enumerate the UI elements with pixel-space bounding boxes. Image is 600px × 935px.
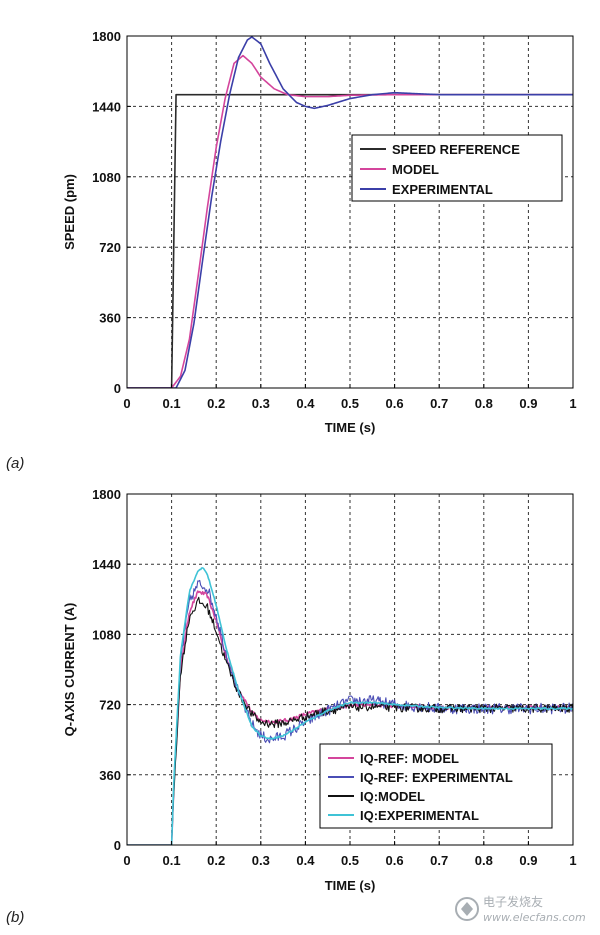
watermark: 电子发烧友 www.elecfans.com: [455, 894, 586, 924]
panel-label: (a): [6, 455, 24, 472]
y-tick-label: 0: [114, 838, 121, 853]
x-tick-label: 0.9: [519, 853, 537, 868]
x-tick-label: 0.2: [207, 853, 225, 868]
panel-a-speed-chart: 0 0.1 0.2 0.3 0.4 0.5 0.6 0.7 0.8 0.9 1 0 360 720 1080…: [6, 29, 577, 472]
x-tick-label: 0.8: [475, 853, 493, 868]
series-line-iq-experimental: [127, 567, 573, 845]
tick-labels: 0 0.1 0.2 0.3 0.4 0.5 0.6 0.7 0.8 0.9 1 0 360 720 1080…: [92, 29, 577, 411]
legend-label-iq-experimental: IQ:EXPERIMENTAL: [360, 808, 479, 823]
x-tick-label: 0.5: [341, 396, 359, 411]
x-tick-label: 0.3: [252, 396, 270, 411]
legend-label-iq-model: IQ:MODEL: [360, 789, 425, 804]
watermark-site-name: 电子发烧友: [483, 894, 543, 909]
x-tick-label: 0.4: [296, 853, 315, 868]
grid-lines: [127, 36, 573, 388]
x-tick-label: 1: [569, 853, 576, 868]
series-line-iq-model: [127, 596, 573, 845]
y-tick-label: 720: [99, 240, 121, 255]
x-tick-label: 0.1: [163, 396, 181, 411]
y-axis-label: Q-AXIS CURRENT (A): [62, 603, 77, 737]
x-tick-label: 0.3: [252, 853, 270, 868]
series-group: [127, 36, 573, 388]
watermark-url: www.elecfans.com: [483, 911, 586, 924]
y-tick-label: 1080: [92, 627, 121, 642]
watermark-logo-icon: [455, 897, 479, 921]
legend: IQ-REF: MODEL IQ-REF: EXPERIMENTAL IQ:MODE…: [319, 743, 553, 829]
x-tick-label: 0.2: [207, 396, 225, 411]
x-tick-label: 0.8: [475, 396, 493, 411]
x-axis-label: TIME (s): [325, 878, 376, 893]
series-group: [127, 567, 573, 845]
x-tick-label: 0.7: [430, 396, 448, 411]
legend-box: [351, 134, 563, 202]
y-tick-label: 1800: [92, 29, 121, 44]
x-axis-label: TIME (s): [325, 420, 376, 435]
tick-labels: 0 0.1 0.2 0.3 0.4 0.5 0.6 0.7 0.8 0.9 1 0 360 720 1080…: [92, 487, 577, 868]
x-tick-label: 0.6: [386, 396, 404, 411]
legend-box: [319, 743, 553, 829]
x-tick-label: 0.6: [386, 853, 404, 868]
legend: SPEED REFERENCE MODEL EXPERIMENTAL: [351, 134, 563, 202]
x-tick-label: 0.7: [430, 853, 448, 868]
x-tick-label: 0.1: [163, 853, 181, 868]
panel-label: (b): [6, 909, 24, 926]
x-tick-label: 0.9: [519, 396, 537, 411]
y-tick-label: 0: [114, 381, 121, 396]
y-tick-label: 360: [99, 768, 121, 783]
x-tick-label: 0: [123, 853, 130, 868]
legend-label-speed-reference: SPEED REFERENCE: [392, 142, 520, 157]
legend-label-iq-ref-experimental: IQ-REF: EXPERIMENTAL: [360, 770, 513, 785]
y-tick-label: 1800: [92, 487, 121, 502]
x-tick-label: 0: [123, 396, 130, 411]
y-axis-label: SPEED (pm): [62, 174, 77, 250]
series-line-iq-ref-experimental: [127, 579, 573, 845]
x-tick-label: 0.5: [341, 853, 359, 868]
y-tick-label: 1440: [92, 557, 121, 572]
legend-label-iq-ref-model: IQ-REF: MODEL: [360, 751, 459, 766]
legend-label-model: MODEL: [392, 162, 439, 177]
x-tick-label: 1: [569, 396, 576, 411]
y-tick-label: 360: [99, 311, 121, 326]
y-tick-label: 1440: [92, 99, 121, 114]
series-line-experimental: [127, 36, 573, 388]
y-tick-label: 720: [99, 698, 121, 713]
y-tick-label: 1080: [92, 170, 121, 185]
panel-b-current-chart: 0 0.1 0.2 0.3 0.4 0.5 0.6 0.7 0.8 0.9 1 0 360 720 1080…: [6, 487, 577, 926]
legend-label-experimental: EXPERIMENTAL: [392, 182, 493, 197]
grid-lines: [127, 494, 573, 845]
x-tick-label: 0.4: [296, 396, 315, 411]
